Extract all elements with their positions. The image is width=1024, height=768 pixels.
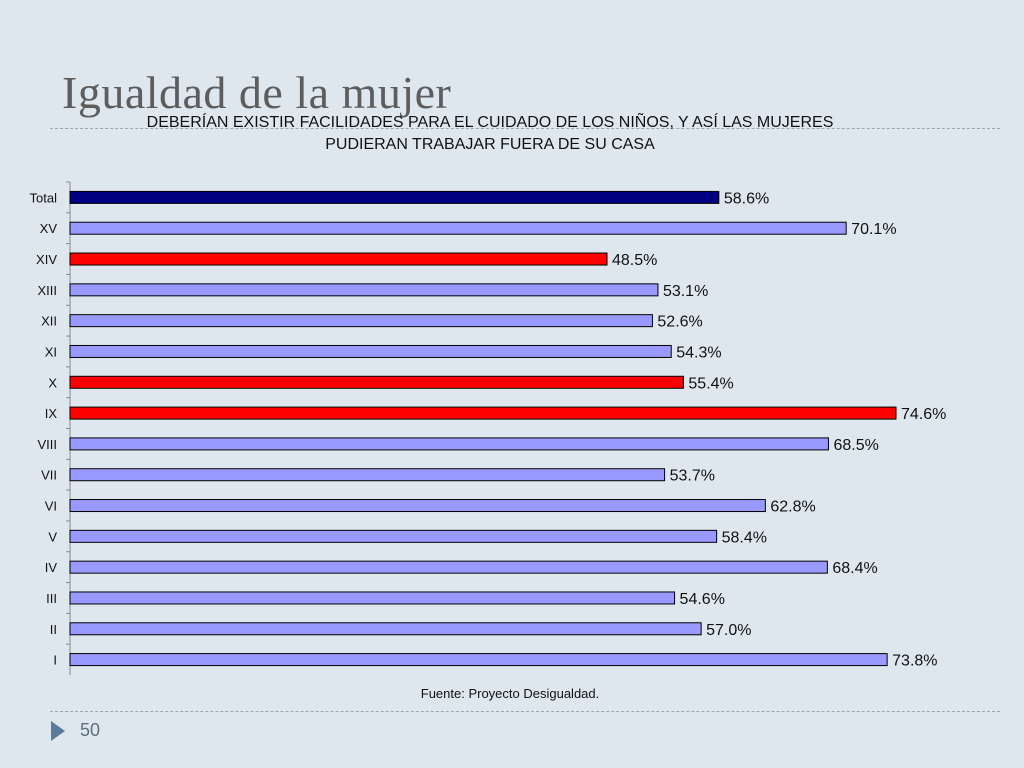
bar: [69, 190, 720, 204]
bar: [69, 344, 672, 358]
data-label: 58.4%: [722, 529, 767, 546]
bar: [69, 560, 828, 574]
category-label: II: [50, 622, 57, 637]
title-divider: [50, 128, 1000, 129]
slide-title: Igualdad de la mujer: [62, 67, 452, 118]
bar: [69, 591, 676, 605]
bar: [69, 468, 666, 482]
category-label: XIII: [37, 283, 57, 298]
category-label: X: [48, 375, 57, 390]
page-number: 50: [80, 720, 101, 740]
category-label: XIV: [36, 252, 57, 267]
bar: [69, 221, 847, 235]
data-label: 52.6%: [657, 314, 702, 331]
bar: [69, 252, 608, 266]
bar: [69, 499, 766, 513]
bar: [69, 375, 684, 389]
bar: [69, 314, 653, 328]
category-label: VII: [41, 468, 57, 483]
data-label: 68.5%: [833, 437, 878, 454]
bar: [69, 406, 897, 420]
category-label: XI: [45, 344, 57, 359]
category-label: III: [46, 591, 57, 606]
data-label: 70.1%: [851, 221, 896, 238]
data-label: 68.4%: [832, 560, 877, 577]
category-label: IV: [45, 560, 58, 575]
bar: [69, 529, 718, 543]
bar: [69, 622, 702, 636]
category-label: VIII: [37, 437, 57, 452]
data-label: 73.8%: [892, 653, 937, 670]
data-label: 74.6%: [901, 406, 946, 423]
category-label: V: [48, 529, 57, 544]
data-label: 55.4%: [688, 375, 733, 392]
category-label: IX: [45, 406, 58, 421]
data-label: 57.0%: [706, 622, 751, 639]
category-label: VI: [45, 499, 57, 514]
data-label: 53.1%: [663, 283, 708, 300]
data-label: 62.8%: [770, 499, 815, 516]
source-note: Fuente: Proyecto Desigualdad.: [420, 686, 600, 701]
chart-title: DEBERÍAN EXISTIR FACILIDADES PARA EL CUI…: [146, 114, 834, 153]
data-label: 53.7%: [670, 468, 715, 485]
category-label: I: [53, 653, 57, 668]
data-label: 48.5%: [612, 252, 657, 269]
bar: [69, 283, 659, 297]
slide-arrow-icon: [51, 721, 65, 741]
bar: [69, 653, 888, 667]
category-label: XII: [41, 314, 57, 329]
category-label: Total: [30, 190, 58, 205]
data-label: 54.6%: [680, 591, 725, 608]
data-label: 58.6%: [724, 190, 769, 207]
data-label: 54.3%: [676, 344, 721, 361]
category-label: XV: [40, 221, 58, 236]
bar: [69, 437, 829, 451]
footer-divider: [50, 711, 1000, 712]
